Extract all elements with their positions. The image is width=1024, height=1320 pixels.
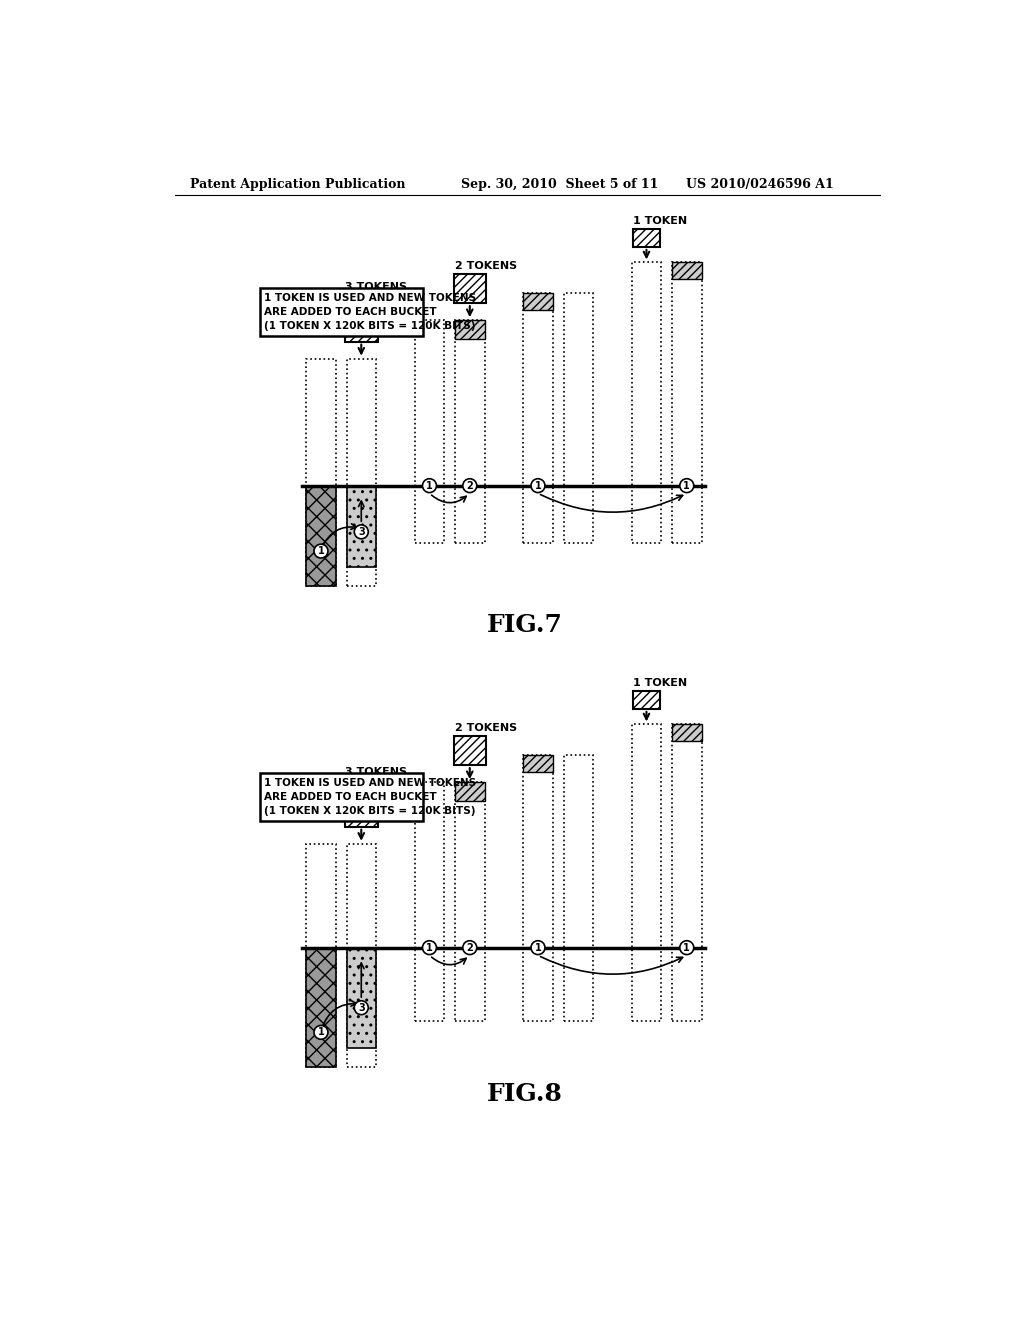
Text: 1: 1 [317, 1027, 325, 1038]
Bar [454, 737, 486, 766]
Bar [672, 263, 701, 280]
Circle shape [680, 941, 693, 954]
Bar [523, 293, 553, 486]
Circle shape [354, 1001, 369, 1015]
Bar [455, 486, 484, 544]
Bar [306, 486, 336, 586]
Text: US 2010/0246596 A1: US 2010/0246596 A1 [686, 178, 834, 190]
Text: 2: 2 [466, 480, 473, 491]
Bar [455, 321, 484, 339]
Bar [346, 486, 376, 586]
Bar [415, 948, 444, 1020]
Bar [563, 948, 593, 1020]
Text: 1: 1 [535, 942, 542, 953]
Bar [672, 725, 701, 948]
Bar [346, 486, 376, 566]
Bar [306, 486, 336, 586]
Bar [563, 486, 593, 544]
Bar [523, 755, 553, 948]
Circle shape [680, 479, 693, 492]
Bar [306, 948, 336, 1067]
Text: FIG.8: FIG.8 [486, 1082, 563, 1106]
Bar [346, 948, 376, 1048]
Text: 1: 1 [426, 480, 433, 491]
Text: 1: 1 [683, 942, 690, 953]
Bar [633, 692, 660, 709]
Circle shape [423, 479, 436, 492]
Bar [455, 321, 484, 486]
Text: Patent Application Publication: Patent Application Publication [190, 178, 406, 190]
Text: 1 TOKEN IS USED AND NEW TOKENS: 1 TOKEN IS USED AND NEW TOKENS [264, 779, 476, 788]
Circle shape [463, 941, 477, 954]
Circle shape [314, 544, 328, 558]
Text: (1 TOKEN X 120K BITS = 120K BITS): (1 TOKEN X 120K BITS = 120K BITS) [264, 321, 476, 331]
Circle shape [531, 941, 545, 954]
Bar [632, 263, 662, 486]
Text: FIG.7: FIG.7 [486, 612, 563, 636]
Text: 1: 1 [426, 942, 433, 953]
Bar [454, 275, 486, 304]
Text: 1: 1 [683, 480, 690, 491]
Bar [306, 948, 336, 1067]
Text: 3: 3 [358, 1003, 365, 1012]
Text: 1: 1 [317, 546, 325, 556]
Text: ARE ADDED TO EACH BUCKET: ARE ADDED TO EACH BUCKET [264, 792, 437, 803]
Bar [345, 780, 378, 826]
Bar [523, 755, 553, 772]
Bar [415, 486, 444, 544]
Bar [260, 288, 423, 335]
Bar [415, 781, 444, 948]
Bar [563, 755, 593, 948]
Bar [345, 296, 378, 342]
Text: 1 TOKEN IS USED AND NEW TOKENS: 1 TOKEN IS USED AND NEW TOKENS [264, 293, 476, 304]
Circle shape [314, 1026, 328, 1039]
Text: 2 TOKENS: 2 TOKENS [455, 261, 517, 271]
Bar [346, 948, 376, 1067]
Text: 2: 2 [466, 942, 473, 953]
Bar [563, 293, 593, 486]
Bar [306, 843, 336, 948]
Bar [455, 781, 484, 948]
Text: (1 TOKEN X 120K BITS = 120K BITS): (1 TOKEN X 120K BITS = 120K BITS) [264, 807, 476, 816]
Bar [260, 774, 423, 821]
Text: 3: 3 [358, 527, 365, 537]
Bar [672, 948, 701, 1020]
Bar [672, 725, 701, 742]
Bar [523, 486, 553, 544]
Bar [306, 359, 336, 486]
Bar [632, 486, 662, 544]
Text: 2 TOKENS: 2 TOKENS [455, 723, 517, 733]
Text: Sep. 30, 2010  Sheet 5 of 11: Sep. 30, 2010 Sheet 5 of 11 [461, 178, 658, 190]
Bar [523, 948, 553, 1020]
Text: 3 TOKENS: 3 TOKENS [345, 767, 407, 777]
Bar [672, 486, 701, 544]
Bar [455, 781, 484, 801]
Text: 3 TOKENS: 3 TOKENS [345, 282, 407, 293]
Bar [415, 321, 444, 486]
Circle shape [423, 941, 436, 954]
Text: 1: 1 [535, 480, 542, 491]
Bar [346, 843, 376, 948]
Text: 1 TOKEN: 1 TOKEN [633, 678, 687, 688]
Bar [633, 230, 660, 247]
Text: ARE ADDED TO EACH BUCKET: ARE ADDED TO EACH BUCKET [264, 308, 437, 317]
Circle shape [463, 479, 477, 492]
Bar [523, 293, 553, 310]
Bar [455, 948, 484, 1020]
Text: 1 TOKEN: 1 TOKEN [633, 216, 687, 226]
Circle shape [354, 525, 369, 539]
Bar [632, 948, 662, 1020]
Bar [346, 359, 376, 486]
Bar [672, 263, 701, 486]
Circle shape [531, 479, 545, 492]
Bar [632, 725, 662, 948]
